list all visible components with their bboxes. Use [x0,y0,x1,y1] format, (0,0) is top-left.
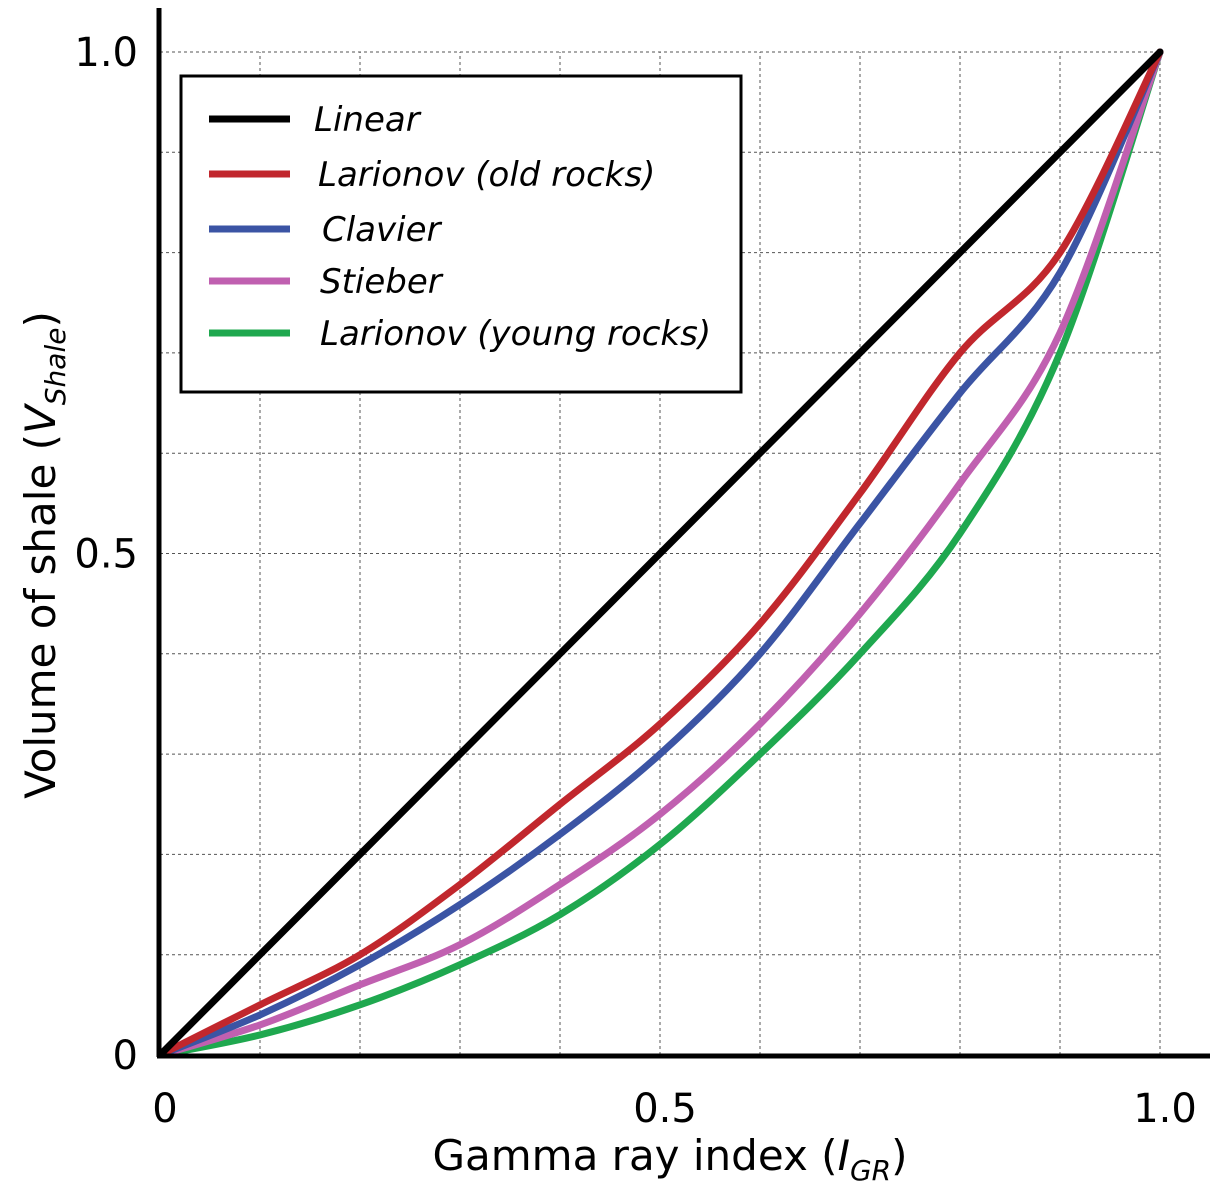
y-tick-label: 0.5 [74,532,138,578]
legend-box [179,74,743,394]
tick-labels: 0 0.5 1.0 0 0.5 1.0 [74,30,1196,1132]
x-axis-subscript: GR [850,1154,891,1184]
y-axis-title-text: Volume of shale [16,464,65,799]
y-tick-label: 1.0 [74,30,138,76]
series-line-linear [156,48,1164,1059]
series-line-stieber [156,48,1164,1059]
x-axis-symbol: I [838,1131,850,1180]
legend-label-clavier: Clavier [322,210,443,250]
legend-label-larionov-young-rocks: Larionov (young rocks) [320,314,711,354]
series-layer [156,48,1164,1059]
y-axis-symbol: V [16,402,65,434]
x-tick-label: 0 [152,1086,177,1132]
axes [156,8,1210,1059]
y-axis-title: Volume of shale (VShale) [16,311,72,799]
legend-label-stieber: Stieber [320,262,444,302]
x-axis-title-text: Gamma ray index [432,1131,807,1180]
series-line-larionov-old-rocks [156,48,1164,1059]
series-line-larionov-young-rocks [156,48,1164,1059]
x-tick-label: 1.0 [1133,1086,1197,1132]
y-tick-label: 0 [113,1033,138,1079]
y-axis-subscript: Shale [39,328,72,406]
legend: Linear Larionov (old rocks) Clavier Stieber… [179,74,743,394]
x-axis-title: Gamma ray index (IGR) [432,1131,907,1184]
legend-label-larionov-old-rocks: Larionov (old rocks) [318,155,655,195]
legend-label-linear: Linear [314,100,422,140]
x-tick-label: 0.5 [633,1086,697,1132]
series-line-clavier [156,48,1164,1059]
